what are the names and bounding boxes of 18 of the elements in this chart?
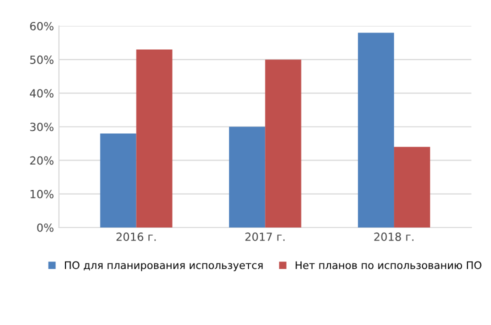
bar	[136, 50, 172, 228]
x-tick-label: 2016 г.	[116, 232, 156, 241]
y-tick-label: 0%	[37, 223, 54, 232]
x-tick-label: 2018 г.	[374, 232, 414, 241]
y-tick-label: 40%	[30, 89, 54, 98]
bar	[229, 126, 266, 228]
y-tick-label: 30%	[30, 122, 54, 132]
y-tick-label: 10%	[30, 190, 54, 198]
legend-label: ПО для планирования используется	[64, 261, 263, 272]
bar	[358, 32, 394, 228]
x-tick-label: 2017 г.	[245, 232, 285, 241]
bar	[100, 133, 136, 228]
bar	[265, 60, 302, 228]
bar	[394, 146, 430, 228]
y-tick-label: 60%	[30, 22, 54, 30]
y-tick-label: 50%	[30, 56, 54, 64]
legend-label: Нет планов по использованию ПО	[296, 261, 482, 270]
y-tick-label: 20%	[30, 156, 54, 165]
